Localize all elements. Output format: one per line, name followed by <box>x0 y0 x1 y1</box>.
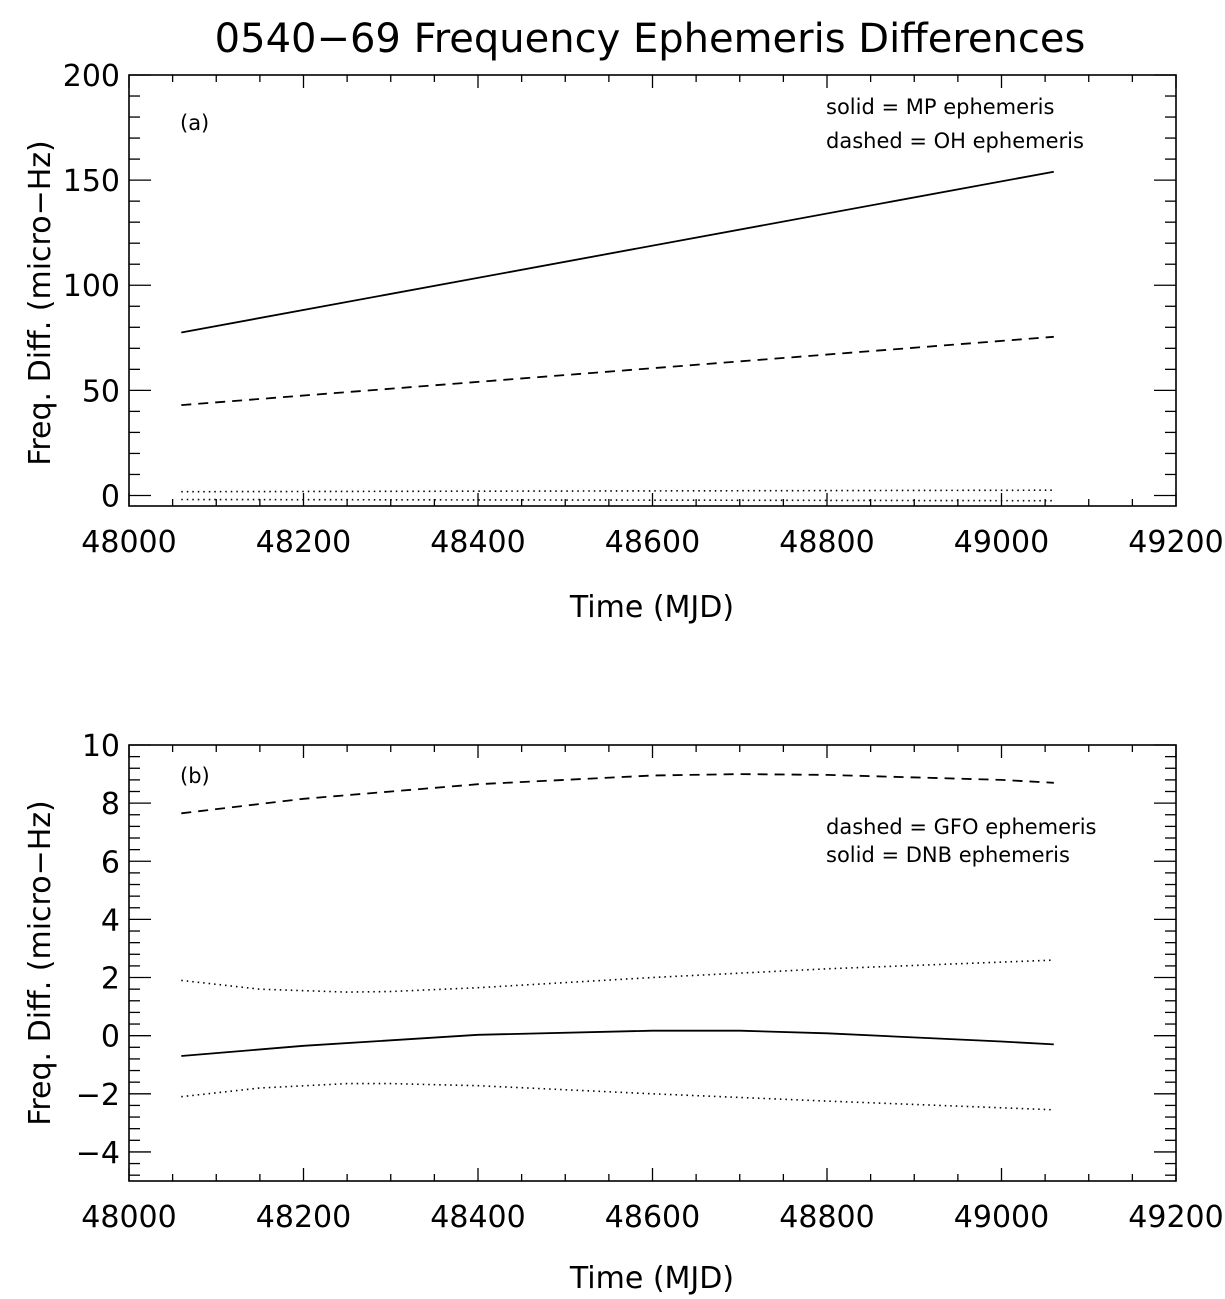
series-dotted-line <box>181 1082 1054 1111</box>
annotation-line-1: dashed = GFO ephemeris <box>826 815 1096 839</box>
y-axis-label: Freq. Diff. (micro−Hz) <box>23 140 58 465</box>
panel-label: (b) <box>180 764 210 788</box>
x-tick-label: 48400 <box>430 1200 525 1235</box>
y-tick-label: 50 <box>82 374 120 409</box>
panel-a: (a) solid = MP ephemeris dashed = OH eph… <box>23 59 1224 625</box>
chart-title: 0540−69 Frequency Ephemeris Differences <box>215 16 1086 62</box>
x-tick-label: 48800 <box>779 525 874 560</box>
annotation-line-1: solid = MP ephemeris <box>826 95 1054 119</box>
y-tick-label: −2 <box>76 1078 120 1113</box>
axis-ticks: 48000 48200 48400 48600 48800 49000 49200 0 50 10… <box>63 59 1224 560</box>
y-tick-label: 8 <box>101 787 120 822</box>
series-solid-line <box>181 170 1054 334</box>
y-tick-label: 150 <box>63 164 120 199</box>
panel-b: (b) dashed = GFO ephemeris solid = DNB e… <box>23 729 1224 1296</box>
x-tick-label: 48200 <box>256 525 351 560</box>
plot-frame <box>128 744 1177 1182</box>
x-tick-label: 48400 <box>430 525 525 560</box>
series-dotted-line <box>181 489 1054 493</box>
x-tick-label: 49200 <box>1128 525 1223 560</box>
annotation-line-2: dashed = OH ephemeris <box>826 129 1084 153</box>
x-tick-label: 49200 <box>1128 1200 1223 1235</box>
annotation-line-2: solid = DNB ephemeris <box>826 843 1070 867</box>
series-group <box>181 773 1054 1111</box>
series-solid-line <box>181 1029 1054 1057</box>
x-tick-label: 49000 <box>954 1200 1049 1235</box>
y-tick-label: 0 <box>101 479 120 514</box>
x-tick-label: 48200 <box>256 1200 351 1235</box>
series-dashed-line <box>181 773 1054 815</box>
axis-ticks: 48000 48200 48400 48600 48800 49000 49200 −4 −2 0… <box>76 729 1224 1235</box>
x-tick-label: 49000 <box>954 525 1049 560</box>
y-tick-label: 6 <box>101 845 120 880</box>
x-tick-label: 48000 <box>81 525 176 560</box>
y-tick-label: 10 <box>82 729 120 764</box>
series-dotted-line <box>181 498 1054 502</box>
y-tick-label: 100 <box>63 269 120 304</box>
y-tick-label: 2 <box>101 962 120 997</box>
series-group <box>181 170 1054 502</box>
x-tick-label: 48000 <box>81 1200 176 1235</box>
series-dashed-line <box>181 335 1054 406</box>
series-dotted-line <box>181 959 1054 993</box>
y-tick-label: 200 <box>63 59 120 94</box>
y-tick-label: −4 <box>76 1136 120 1171</box>
x-tick-label: 48800 <box>779 1200 874 1235</box>
x-tick-label: 48600 <box>605 1200 700 1235</box>
x-axis-label: Time (MJD) <box>569 590 734 625</box>
x-axis-label: Time (MJD) <box>569 1261 734 1296</box>
y-tick-label: 4 <box>101 903 120 938</box>
y-tick-label: 0 <box>101 1020 120 1055</box>
panel-label: (a) <box>180 111 209 135</box>
x-tick-label: 48600 <box>605 525 700 560</box>
y-axis-label: Freq. Diff. (micro−Hz) <box>23 800 58 1125</box>
